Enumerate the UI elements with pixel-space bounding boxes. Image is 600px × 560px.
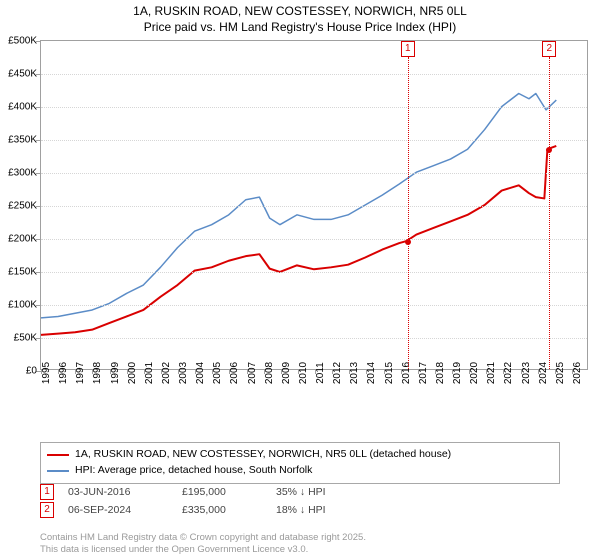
ytick-label: £450K: [8, 69, 37, 80]
copyright-line2: This data is licensed under the Open Gov…: [40, 544, 366, 556]
ytick-label: £300K: [8, 168, 37, 179]
ytick-label: £400K: [8, 102, 37, 113]
chart-title: 1A, RUSKIN ROAD, NEW COSTESSEY, NORWICH,…: [0, 0, 600, 35]
marker-label: 2: [542, 41, 556, 57]
sale-row: 1 03-JUN-2016 £195,000 35% ↓ HPI: [40, 484, 560, 500]
xtick-label: 2007: [247, 362, 258, 384]
title-line1: 1A, RUSKIN ROAD, NEW COSTESSEY, NORWICH,…: [0, 4, 600, 20]
xtick-label: 2012: [332, 362, 343, 384]
legend-row: HPI: Average price, detached house, Sout…: [47, 463, 553, 479]
ytick-label: £350K: [8, 135, 37, 146]
legend: 1A, RUSKIN ROAD, NEW COSTESSEY, NORWICH,…: [40, 442, 560, 484]
marker-line: [549, 57, 550, 369]
xtick-label: 2008: [264, 362, 275, 384]
xtick-label: 2009: [281, 362, 292, 384]
gridline: [41, 107, 587, 108]
copyright-line1: Contains HM Land Registry data © Crown c…: [40, 532, 366, 544]
ytick-label: £200K: [8, 234, 37, 245]
xtick-label: 2017: [418, 362, 429, 384]
gridline: [41, 140, 587, 141]
xtick-label: 2015: [384, 362, 395, 384]
sale-date: 03-JUN-2016: [68, 486, 168, 498]
xtick-label: 2001: [144, 362, 155, 384]
sale-price: £195,000: [182, 486, 262, 498]
xtick-label: 2020: [469, 362, 480, 384]
marker-line: [408, 57, 409, 369]
sale-row: 2 06-SEP-2024 £335,000 18% ↓ HPI: [40, 502, 560, 518]
series-svg: [41, 41, 587, 369]
gridline: [41, 338, 587, 339]
gridline: [41, 206, 587, 207]
xtick-label: 1998: [92, 362, 103, 384]
legend-swatch: [47, 454, 69, 456]
plot-area: £0£50K£100K£150K£200K£250K£300K£350K£400…: [40, 40, 588, 370]
legend-row: 1A, RUSKIN ROAD, NEW COSTESSEY, NORWICH,…: [47, 447, 553, 463]
gridline: [41, 272, 587, 273]
xtick-label: 2011: [315, 362, 326, 384]
ytick-label: £250K: [8, 201, 37, 212]
gridline: [41, 239, 587, 240]
xtick-label: 2002: [161, 362, 172, 384]
gridline: [41, 173, 587, 174]
xtick-label: 2023: [521, 362, 532, 384]
xtick-label: 2013: [349, 362, 360, 384]
sales-table: 1 03-JUN-2016 £195,000 35% ↓ HPI 2 06-SEP-202…: [40, 484, 560, 520]
xtick-label: 1999: [110, 362, 121, 384]
ytick-label: £500K: [8, 36, 37, 47]
marker-point: [546, 147, 552, 153]
legend-label: HPI: Average price, detached house, Sout…: [75, 463, 312, 479]
chart-container: { "title_line1": "1A, RUSKIN ROAD, NEW C…: [0, 0, 600, 560]
sale-price: £335,000: [182, 504, 262, 516]
xtick-label: 2016: [401, 362, 412, 384]
sale-pct: 35% ↓ HPI: [276, 486, 560, 498]
ytick-label: £150K: [8, 267, 37, 278]
gridline: [41, 74, 587, 75]
ytick-label: £100K: [8, 300, 37, 311]
title-line2: Price paid vs. HM Land Registry's House …: [0, 20, 600, 36]
xtick-label: 2010: [298, 362, 309, 384]
gridline: [41, 305, 587, 306]
xtick-label: 2003: [178, 362, 189, 384]
xtick-label: 2022: [503, 362, 514, 384]
ytick-label: £50K: [14, 333, 37, 344]
xtick-label: 2018: [435, 362, 446, 384]
chart-area: £0 £50K £100K £150K £200K £250K £300K £350K £400…: [0, 40, 600, 410]
xtick-label: 2014: [366, 362, 377, 384]
xtick-label: 2019: [452, 362, 463, 384]
sale-pct: 18% ↓ HPI: [276, 504, 560, 516]
xtick-label: 2006: [229, 362, 240, 384]
copyright: Contains HM Land Registry data © Crown c…: [40, 532, 366, 556]
xtick-label: 2024: [538, 362, 549, 384]
legend-swatch: [47, 470, 69, 472]
xtick-label: 2004: [195, 362, 206, 384]
xtick-label: 2000: [127, 362, 138, 384]
xtick-label: 1997: [75, 362, 86, 384]
xtick-label: 2005: [212, 362, 223, 384]
xtick-label: 2025: [555, 362, 566, 384]
xtick-label: 1996: [58, 362, 69, 384]
sale-marker: 2: [40, 502, 54, 518]
xtick-label: 2021: [486, 362, 497, 384]
marker-point: [405, 239, 411, 245]
xtick-label: 1995: [41, 362, 52, 384]
legend-label: 1A, RUSKIN ROAD, NEW COSTESSEY, NORWICH,…: [75, 447, 451, 463]
ytick-label: £0: [26, 366, 37, 377]
series-price_paid: [41, 146, 556, 335]
marker-label: 1: [401, 41, 415, 57]
sale-date: 06-SEP-2024: [68, 504, 168, 516]
sale-marker: 1: [40, 484, 54, 500]
xtick-label: 2026: [572, 362, 583, 384]
